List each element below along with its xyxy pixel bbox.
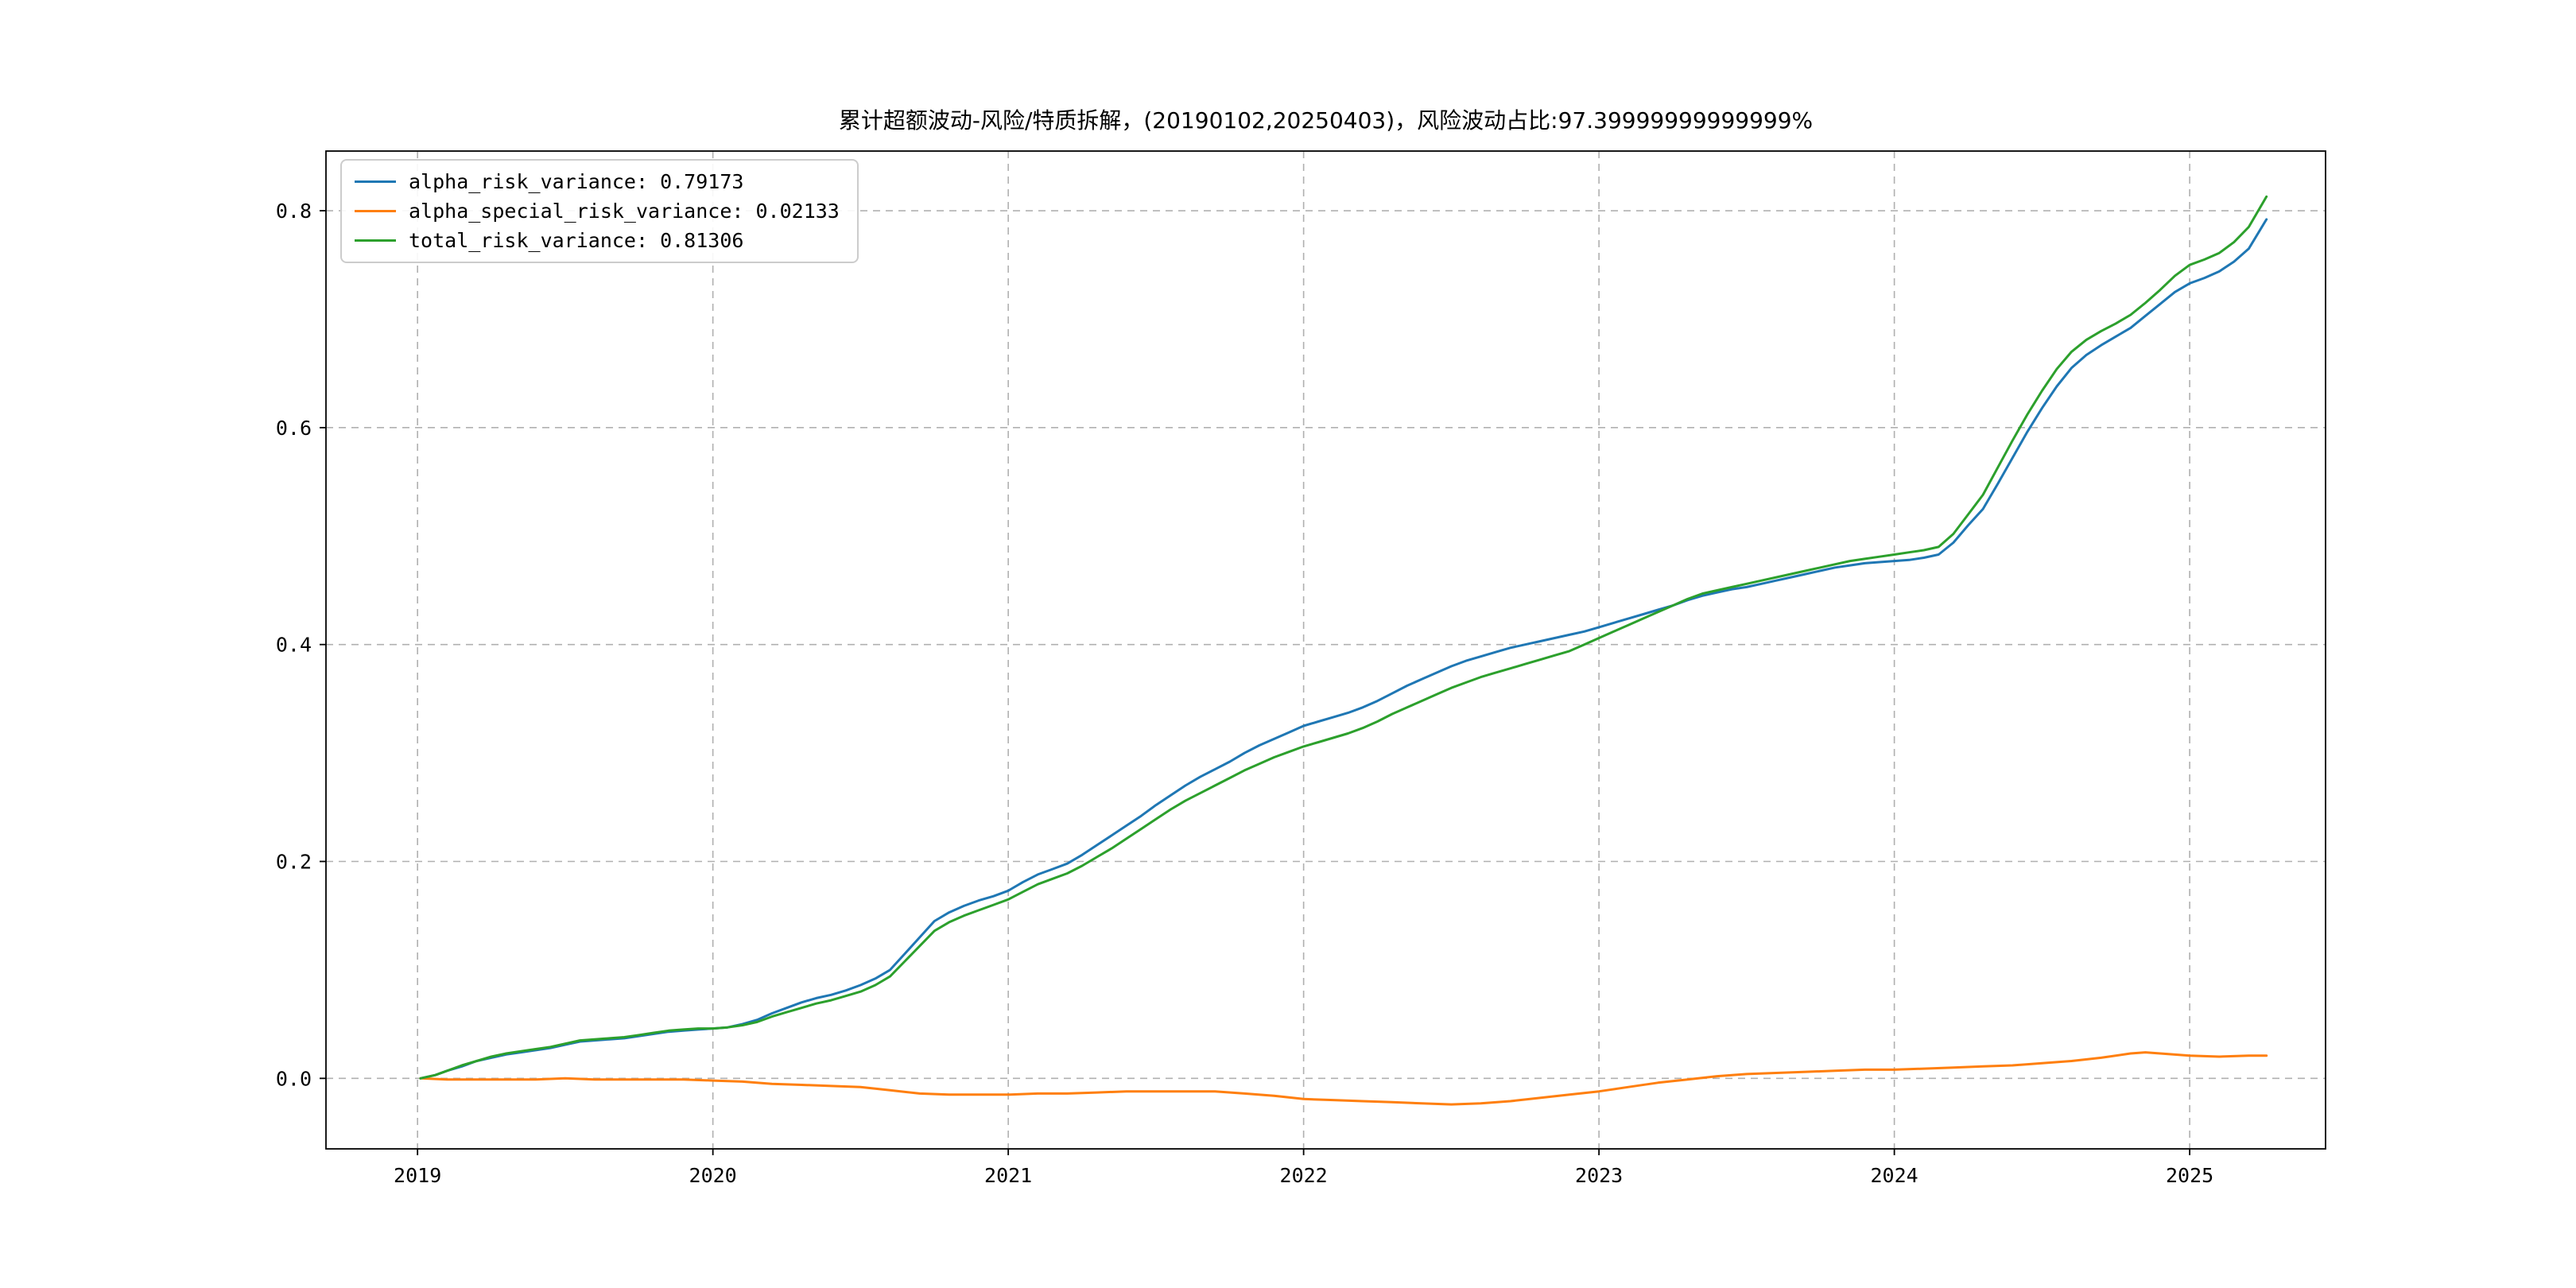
chart-title: 累计超额波动-风险/特质拆解，(20190102,20250403)，风险波动占… <box>838 107 1814 134</box>
x-tick-label: 2021 <box>984 1164 1032 1187</box>
x-tick-label: 2019 <box>394 1164 441 1187</box>
y-tick-label: 0.2 <box>276 851 312 874</box>
series-line-alpha_risk_variance <box>419 218 2268 1080</box>
x-tick-label: 2023 <box>1575 1164 1623 1187</box>
y-tick-label: 0.0 <box>276 1067 312 1090</box>
legend-item-alpha-special-risk-variance: alpha_special_risk_variance: 0.02133 <box>355 200 840 223</box>
legend-line-swatch-orange <box>355 210 396 212</box>
legend-item-alpha-risk-variance: alpha_risk_variance: 0.79173 <box>355 170 840 193</box>
x-tick-label: 2025 <box>2166 1164 2213 1187</box>
legend-line-swatch-blue <box>355 180 396 183</box>
legend-label: alpha_special_risk_variance: 0.02133 <box>409 200 840 223</box>
axes-frame <box>325 150 2326 1150</box>
legend-label: alpha_risk_variance: 0.79173 <box>409 170 744 193</box>
y-tick-label: 0.4 <box>276 634 312 657</box>
legend-line-swatch-green <box>355 239 396 242</box>
legend: alpha_risk_variance: 0.79173 alpha_speci… <box>340 159 859 263</box>
x-tick-label: 2020 <box>689 1164 737 1187</box>
y-tick-label: 0.6 <box>276 417 312 440</box>
legend-item-total-risk-variance: total_risk_variance: 0.81306 <box>355 229 840 252</box>
x-tick-label: 2022 <box>1280 1164 1328 1187</box>
x-tick-label: 2024 <box>1871 1164 1918 1187</box>
legend-label: total_risk_variance: 0.81306 <box>409 229 744 252</box>
y-tick-label: 0.8 <box>276 200 312 223</box>
series-line-total_risk_variance <box>419 195 2268 1080</box>
series-line-alpha_special_risk_variance <box>419 1051 2268 1106</box>
